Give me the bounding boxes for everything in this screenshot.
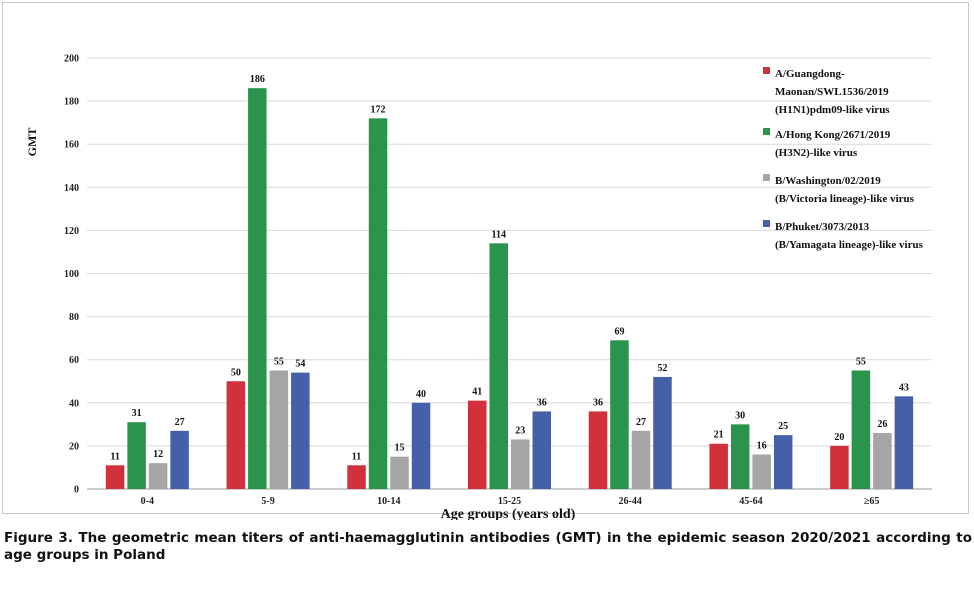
y-tick-label: 180 (64, 97, 79, 108)
bar-15-25-series-2 (511, 439, 530, 489)
data-label: 30 (735, 410, 745, 421)
x-tick-label: 15-25 (498, 496, 521, 507)
y-tick-label: 100 (64, 269, 79, 280)
bar-26-44-series-3 (653, 376, 672, 489)
data-label: 12 (153, 449, 163, 460)
bar-15-25-series-3 (532, 411, 551, 489)
data-label: 11 (110, 451, 119, 462)
bar-0-4-series-1 (127, 422, 146, 489)
data-label: 31 (132, 408, 142, 419)
bar-≥65-series-2 (873, 432, 892, 489)
data-label: 26 (877, 419, 887, 430)
bar-0-4-series-0 (105, 465, 125, 489)
bar-10-14-series-1 (368, 118, 388, 489)
data-label: 27 (175, 417, 185, 428)
y-tick-label: 0 (74, 485, 79, 496)
legend-item-yamagata: B/Phuket/3073/2013 (B/Yamagata lineage)-… (763, 217, 968, 253)
data-label: 15 (395, 443, 405, 454)
bar-≥65-series-1 (851, 370, 871, 489)
bar-5-9-series-1 (248, 88, 267, 490)
figure-caption: Figure 3. The geometric mean titers of a… (4, 530, 972, 563)
bar-5-9-series-2 (269, 370, 289, 489)
data-label: 69 (614, 326, 624, 337)
legend: A/Guangdong- Maonan/SWL1536/2019 (H1N1)p… (763, 64, 968, 260)
y-tick-label: 20 (69, 441, 79, 452)
x-tick-label: 45-64 (739, 496, 762, 507)
y-tick-label: 140 (64, 183, 79, 194)
legend-swatch-h3n2 (763, 128, 770, 135)
data-label: 36 (537, 397, 547, 408)
legend-label-victoria: B/Washington/02/2019 (B/Victoria lineage… (775, 175, 914, 205)
bar-26-44-series-1 (610, 340, 629, 489)
bar-10-14-series-0 (347, 465, 366, 489)
data-label: 54 (295, 359, 305, 370)
bar-10-14-series-2 (390, 456, 409, 489)
data-label: 172 (371, 104, 386, 115)
legend-label-h3n2: A/Hong Kong/2671/2019 (H3N2)-like virus (775, 129, 891, 159)
y-tick-label: 200 (64, 54, 79, 65)
bar-0-4-series-3 (170, 430, 189, 489)
x-axis-title: Age groups (years old) (441, 507, 576, 520)
data-label: 11 (352, 451, 361, 462)
x-tick-label: 26-44 (619, 496, 642, 507)
bar-chart: 0 20 40 60 80 100 120 140 160 180 200 11 31 12 27 0-4 50… (25, 54, 932, 520)
bar-45-64-series-1 (730, 424, 750, 489)
legend-label-h1n1: A/Guangdong- Maonan/SWL1536/2019 (H1N1)p… (775, 68, 890, 116)
data-label: 186 (250, 74, 265, 85)
data-label: 21 (714, 430, 724, 441)
bar-≥65-series-0 (830, 445, 849, 489)
data-label: 25 (778, 421, 788, 432)
data-label: 40 (416, 389, 426, 400)
x-tick-label: 5-9 (261, 496, 274, 507)
legend-item-victoria: B/Washington/02/2019 (B/Victoria lineage… (763, 171, 968, 207)
data-label: 36 (593, 397, 603, 408)
x-tick-label: 0-4 (141, 496, 154, 507)
x-tick-label: 10-14 (377, 496, 400, 507)
legend-swatch-victoria (763, 174, 770, 181)
y-tick-label: 60 (69, 355, 79, 366)
legend-swatch-yamagata (763, 220, 770, 227)
bar-5-9-series-0 (226, 381, 246, 489)
data-label: 114 (492, 229, 506, 240)
y-axis-title: GMT (25, 128, 39, 157)
data-label: 50 (231, 367, 241, 378)
bar-15-25-series-0 (468, 400, 487, 489)
y-tick-label: 160 (64, 140, 79, 151)
bar-45-64-series-2 (752, 454, 771, 489)
y-tick-label: 120 (64, 226, 79, 237)
bar-15-25-series-1 (489, 243, 508, 489)
data-label: 23 (515, 425, 525, 436)
data-label: 41 (472, 387, 482, 398)
data-label: 52 (657, 363, 667, 374)
legend-item-h3n2: A/Hong Kong/2671/2019 (H3N2)-like virus (763, 125, 968, 161)
bar-0-4-series-2 (148, 463, 168, 489)
data-label: 55 (856, 356, 866, 367)
bar-26-44-series-0 (588, 411, 608, 489)
legend-item-h1n1: A/Guangdong- Maonan/SWL1536/2019 (H1N1)p… (763, 64, 968, 118)
bar-10-14-series-3 (411, 402, 431, 489)
y-tick-label: 40 (69, 398, 79, 409)
data-label: 20 (834, 432, 844, 443)
bar-5-9-series-3 (291, 372, 310, 489)
x-tick-label: ≥65 (864, 496, 880, 507)
data-label: 43 (899, 382, 909, 393)
bar-26-44-series-2 (631, 430, 651, 489)
bar-≥65-series-3 (894, 396, 914, 489)
data-label: 16 (757, 441, 767, 452)
bar-45-64-series-0 (709, 443, 728, 489)
y-tick-label: 80 (69, 312, 79, 323)
legend-swatch-h1n1 (763, 67, 770, 74)
data-label: 55 (274, 356, 284, 367)
legend-label-yamagata: B/Phuket/3073/2013 (B/Yamagata lineage)-… (775, 221, 923, 251)
bar-45-64-series-3 (773, 435, 793, 489)
data-label: 27 (636, 417, 646, 428)
